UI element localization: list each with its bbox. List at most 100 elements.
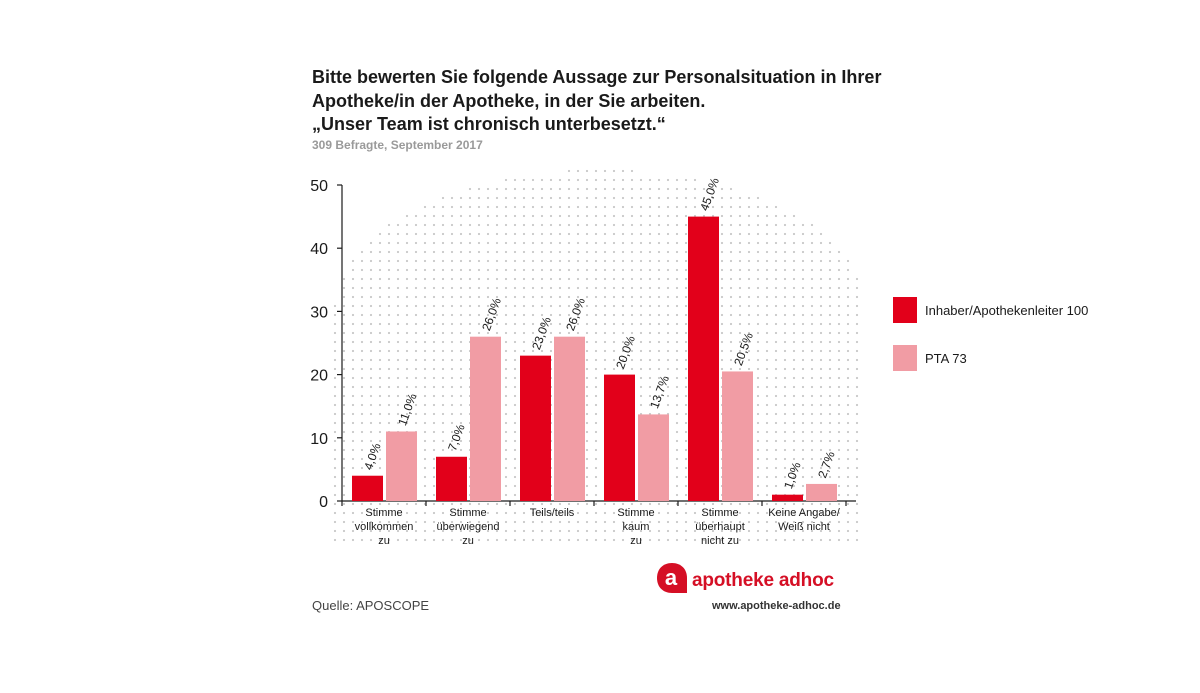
legend-label-inhaber: Inhaber/Apothekenleiter 100	[925, 302, 1089, 318]
background-dot	[567, 277, 571, 281]
background-dot	[819, 331, 823, 335]
category-label: nicht zu	[701, 535, 739, 547]
background-dot	[333, 394, 337, 398]
brand-url[interactable]: www.apotheke-adhoc.de	[712, 600, 841, 612]
background-dot	[756, 259, 760, 263]
background-dot	[855, 511, 859, 515]
background-dot	[855, 466, 859, 470]
background-dot	[783, 385, 787, 389]
background-dot	[828, 376, 832, 380]
background-dot	[792, 268, 796, 272]
background-dot	[450, 529, 454, 533]
background-dot	[522, 538, 526, 542]
background-dot	[549, 502, 553, 506]
background-dot	[495, 331, 499, 335]
background-dot	[468, 187, 472, 191]
background-dot	[369, 295, 373, 299]
background-dot	[675, 187, 679, 191]
background-dot	[522, 187, 526, 191]
background-dot	[765, 538, 769, 542]
background-dot	[450, 214, 454, 218]
background-dot	[828, 529, 832, 533]
background-dot	[378, 286, 382, 290]
background-dot	[648, 259, 652, 263]
background-dot	[360, 376, 364, 380]
background-dot	[729, 196, 733, 200]
background-dot	[657, 367, 661, 371]
background-dot	[783, 529, 787, 533]
background-dot	[792, 250, 796, 254]
background-dot	[540, 232, 544, 236]
background-dot	[774, 250, 778, 254]
background-dot	[522, 250, 526, 254]
background-dot	[666, 313, 670, 317]
background-dot	[747, 232, 751, 236]
background-dot	[567, 331, 571, 335]
background-dot	[414, 277, 418, 281]
background-dot	[387, 250, 391, 254]
background-dot	[837, 277, 841, 281]
background-dot	[513, 196, 517, 200]
background-dot	[567, 259, 571, 263]
background-dot	[738, 232, 742, 236]
background-dot	[630, 349, 634, 353]
background-dot	[351, 511, 355, 515]
background-dot	[657, 340, 661, 344]
background-dot	[360, 394, 364, 398]
background-dot	[531, 187, 535, 191]
background-dot	[603, 295, 607, 299]
background-dot	[603, 529, 607, 533]
background-dot	[747, 250, 751, 254]
background-dot	[423, 340, 427, 344]
background-dot	[585, 394, 589, 398]
background-dot	[756, 511, 760, 515]
background-dot	[423, 439, 427, 443]
background-dot	[477, 241, 481, 245]
background-dot	[684, 205, 688, 209]
background-dot	[540, 214, 544, 218]
background-dot	[594, 304, 598, 308]
background-dot	[531, 520, 535, 524]
background-dot	[513, 484, 517, 488]
background-dot	[459, 520, 463, 524]
background-dot	[558, 313, 562, 317]
background-dot	[639, 358, 643, 362]
background-dot	[459, 412, 463, 416]
background-dot	[396, 268, 400, 272]
background-dot	[585, 205, 589, 209]
background-dot	[819, 529, 823, 533]
background-dot	[387, 412, 391, 416]
background-dot	[396, 403, 400, 407]
background-dot	[657, 376, 661, 380]
background-dot	[783, 484, 787, 488]
background-dot	[855, 448, 859, 452]
background-dot	[441, 295, 445, 299]
brand-logo[interactable]: a apotheke adhoc www.apotheke-adhoc.de	[656, 560, 856, 620]
background-dot	[351, 412, 355, 416]
background-dot	[810, 538, 814, 542]
background-dot	[621, 331, 625, 335]
background-dot	[567, 241, 571, 245]
background-dot	[576, 538, 580, 542]
background-dot	[495, 187, 499, 191]
background-dot	[585, 178, 589, 182]
background-dot	[801, 529, 805, 533]
background-dot	[351, 304, 355, 308]
background-dot	[495, 223, 499, 227]
data-label: 1,0%	[781, 460, 804, 491]
background-dot	[441, 412, 445, 416]
background-dot	[585, 403, 589, 407]
background-dot	[576, 511, 580, 515]
background-dot	[819, 511, 823, 515]
background-dot	[504, 466, 508, 470]
background-dot	[441, 421, 445, 425]
background-dot	[513, 385, 517, 389]
background-dot	[819, 421, 823, 425]
background-dot	[549, 232, 553, 236]
background-dot	[765, 475, 769, 479]
background-dot	[819, 322, 823, 326]
background-dot	[504, 538, 508, 542]
background-dot	[639, 511, 643, 515]
background-dot	[369, 277, 373, 281]
background-dot	[855, 430, 859, 434]
